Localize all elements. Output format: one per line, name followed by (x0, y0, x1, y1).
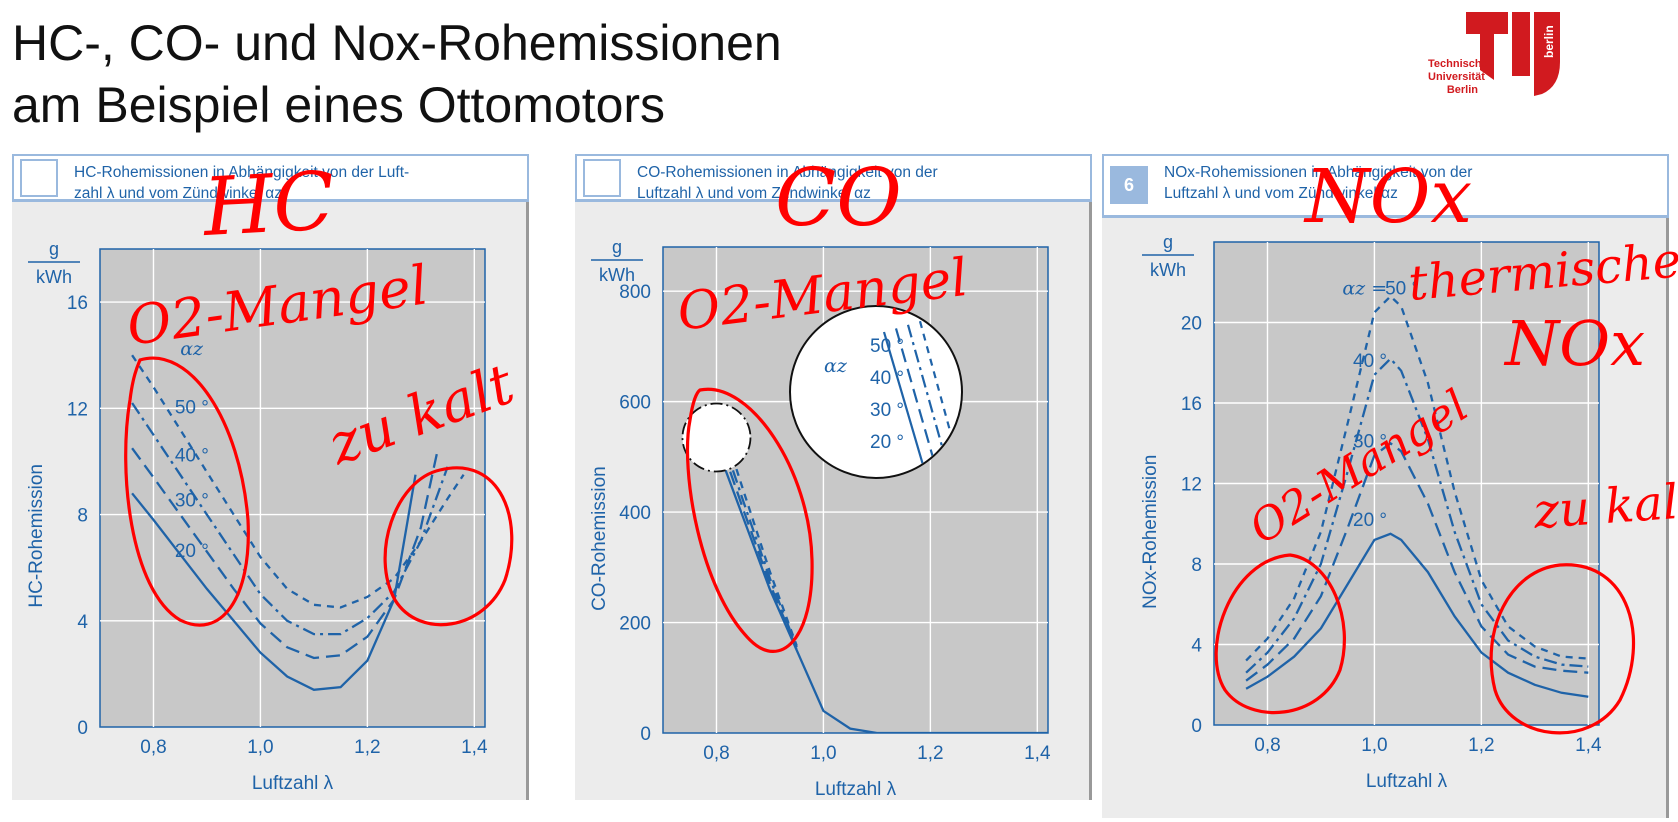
slide-title-line1: HC-, CO- und Nox-Rohemissionen (12, 15, 782, 71)
nox-x-tick-label: 1,2 (1468, 735, 1494, 756)
co-chart-panel: CO-Rohemissionen in Abhängigkeit von der… (575, 154, 1092, 800)
nox-x-tick-label: 1,4 (1575, 735, 1602, 756)
co-caption: CO-Rohemissionen in Abhängigkeit von der… (637, 162, 1080, 204)
hc-y-tick-label: 12 (67, 399, 88, 420)
hc-plot-area (99, 248, 486, 728)
logo-line3: Berlin (1446, 84, 1478, 96)
co-y-tick-label: 400 (619, 503, 651, 524)
nox-series-label: 40 ° (1353, 351, 1387, 372)
co-legend-entry: 50 ° (870, 336, 904, 357)
hc-caption-box: HC-Rohemissionen in Abhängigkeit von der… (12, 154, 529, 202)
nox-caption-box: 6 NOx-Rohemissionen in Abhängigkeit von … (1102, 154, 1669, 218)
panel-edge (1666, 218, 1669, 818)
hc-x-tick-label: 0,8 (140, 737, 166, 758)
co-x-tick-label: 1,0 (810, 743, 836, 764)
hc-series-label: 40 ° (175, 445, 209, 466)
logo-line2: Universität (1428, 71, 1485, 83)
nox-x-tick-label: 1,0 (1361, 735, 1387, 756)
co-legend-entry: 30 ° (870, 400, 904, 421)
logo-line1: Technische (1428, 58, 1488, 70)
hc-chart: 0,8 1,0 1,2 1,4 0 4 8 12 16 g kWh HC-Rohemission Luf… (26, 239, 488, 794)
co-x-tick-label: 1,2 (917, 743, 943, 764)
panel-edge (526, 202, 529, 800)
tu-berlin-logo: berlin Technische Universität Berlin (1428, 6, 1606, 106)
nox-chart-panel: 6 NOx-Rohemissionen in Abhängigkeit von … (1102, 154, 1669, 818)
hc-x-tick-label: 1,4 (461, 737, 488, 758)
co-x-axis-label: Luftzahl λ (815, 779, 897, 800)
nox-caption-line2: Luftzahl λ und vom Zündwinkel αz (1164, 185, 1398, 202)
co-unit-denominator: kWh (599, 265, 635, 285)
nox-unit-numerator: g (1163, 232, 1173, 252)
hc-unit-denominator: kWh (36, 267, 72, 287)
nox-y-tick-label: 0 (1191, 716, 1202, 737)
hc-y-tick-label: 4 (77, 612, 88, 633)
nox-unit-denominator: kWh (1150, 260, 1186, 280)
co-zoom-line (882, 331, 930, 477)
tu-berlin-logo-mark: berlin (1466, 12, 1560, 96)
hc-series-label: 20 ° (175, 541, 209, 562)
nox-x-tick-label: 0,8 (1254, 735, 1280, 756)
logo-vertical-text: berlin (1542, 25, 1556, 58)
hc-chart-panel: HC-Rohemissionen in Abhängigkeit von der… (12, 154, 529, 800)
nox-y-tick-label: 8 (1191, 555, 1202, 576)
hc-caption-line2: zahl λ und vom Zündwinkel αz (74, 185, 282, 202)
hc-x-tick-label: 1,0 (247, 737, 273, 758)
nox-series-label: 50 ° (1385, 278, 1419, 299)
co-legend-entry: 20 ° (870, 432, 904, 453)
figure-number (583, 159, 621, 197)
co-y-tick-label: 600 (619, 393, 651, 414)
co-legend-title: αz (824, 355, 848, 377)
hc-y-tick-label: 16 (67, 293, 88, 314)
hc-x-axis-label: Luftzahl λ (252, 773, 334, 794)
hc-unit-numerator: g (49, 239, 59, 259)
co-y-tick-label: 200 (619, 614, 651, 635)
nox-y-tick-label: 20 (1181, 314, 1202, 335)
hc-caption: HC-Rohemissionen in Abhängigkeit von der… (74, 162, 517, 204)
nox-caption-line1: NOx-Rohemissionen in Abhängigkeit von de… (1164, 164, 1473, 181)
nox-x-axis-label: Luftzahl λ (1366, 771, 1448, 792)
co-caption-line2: Luftzahl λ und vom Zündwinkel αz (637, 185, 871, 202)
nox-caption: NOx-Rohemissionen in Abhängigkeit von de… (1164, 162, 1657, 204)
co-chart: 0,8 1,0 1,2 1,4 0 200 400 600 800 g kWh CO-Rohemiss… (589, 237, 1051, 800)
figure-number (20, 159, 58, 197)
co-y-tick-label: 800 (619, 282, 651, 303)
co-caption-box: CO-Rohemissionen in Abhängigkeit von der… (575, 154, 1092, 202)
nox-series-label: 20 ° (1353, 510, 1387, 531)
co-x-tick-label: 1,4 (1024, 743, 1051, 764)
co-x-tick-label: 0,8 (703, 743, 729, 764)
nox-legend-title: αz = (1342, 277, 1387, 299)
co-y-tick-label: 0 (640, 724, 651, 745)
hc-series-label: 50 ° (175, 398, 209, 419)
co-y-axis-label: CO-Rohemission (589, 466, 610, 611)
figure-number: 6 (1110, 166, 1148, 204)
hc-y-tick-label: 0 (77, 718, 88, 739)
slide-title: HC-, CO- und Nox-Rohemissionen am Beispi… (12, 12, 782, 136)
hc-series-label: 30 ° (175, 491, 209, 512)
co-zoom-line (918, 320, 961, 477)
nox-series-label: 30 ° (1353, 431, 1387, 452)
slide-title-line2: am Beispiel eines Ottomotors (12, 77, 666, 133)
nox-y-axis-label: NOx-Rohemission (1140, 455, 1161, 609)
co-zoom-source-circle (681, 402, 752, 473)
hc-y-axis-label: HC-Rohemission (26, 464, 47, 608)
nox-y-tick-label: 16 (1181, 394, 1202, 415)
nox-y-tick-label: 12 (1181, 475, 1202, 496)
hc-legend-title: αz (180, 338, 204, 360)
co-caption-line1: CO-Rohemissionen in Abhängigkeit von der (637, 164, 938, 181)
co-unit-numerator: g (612, 237, 622, 257)
nox-y-tick-label: 4 (1191, 636, 1202, 657)
co-legend-entry: 40 ° (870, 368, 904, 389)
panel-edge (1089, 202, 1092, 800)
hc-y-tick-label: 8 (77, 506, 88, 527)
hc-caption-line1: HC-Rohemissionen in Abhängigkeit von der… (74, 164, 410, 181)
hc-x-tick-label: 1,2 (354, 737, 380, 758)
nox-chart: 0,8 1,0 1,2 1,4 0 4 8 12 16 20 g kWh NOx-Rohemission… (1140, 232, 1602, 792)
